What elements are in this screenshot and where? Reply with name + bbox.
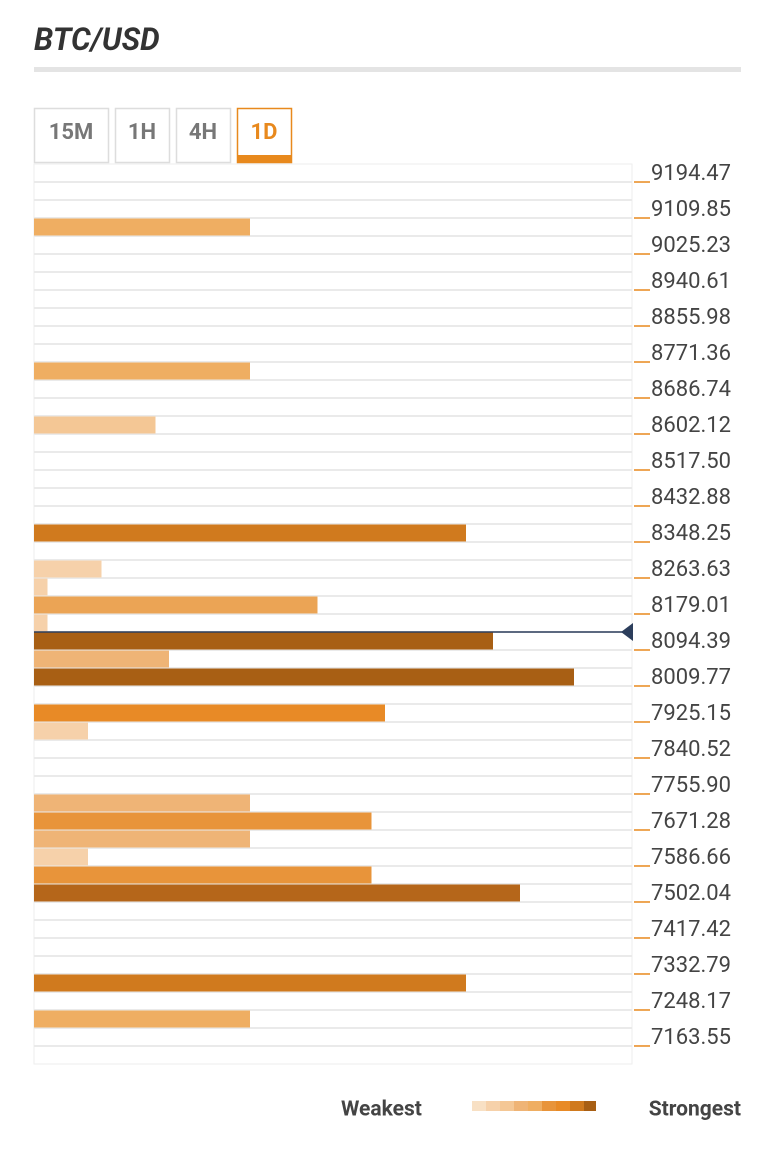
bar: [34, 560, 102, 578]
y-tick-label: 7332.79: [651, 953, 731, 978]
y-tick-label: 8432.88: [651, 485, 731, 510]
y-tick-label: 8179.01: [651, 593, 731, 618]
tab-label: 4H: [189, 120, 217, 145]
bar: [34, 830, 250, 848]
bar: [34, 974, 466, 992]
bar: [34, 650, 169, 668]
bar: [34, 1010, 250, 1028]
legend-strongest: Strongest: [649, 1098, 741, 1122]
y-tick-label: 8855.98: [651, 305, 731, 330]
legend-weakest: Weakest: [341, 1098, 422, 1122]
tab[interactable]: 4H: [175, 107, 232, 164]
tab-box: [33, 107, 110, 164]
y-tick-label: 7248.17: [651, 989, 731, 1014]
y-tick-label: 7925.15: [651, 701, 731, 726]
tab-box: [175, 107, 232, 164]
y-tick-label: 8094.39: [651, 629, 731, 654]
y-tick-label: 8602.12: [651, 413, 731, 438]
bar: [34, 362, 250, 380]
tab-box: [236, 107, 293, 164]
y-tick-label: 8940.61: [651, 269, 731, 294]
bar: [34, 416, 156, 434]
tab-label: 1D: [251, 120, 278, 145]
y-tick-label: 7502.04: [651, 881, 731, 906]
tab-underline: [237, 155, 292, 162]
bar: [34, 848, 88, 866]
bar: [34, 722, 88, 740]
bar: [34, 632, 493, 650]
bar: [34, 866, 372, 884]
y-tick-label: 8348.25: [651, 521, 731, 546]
title-rule: [34, 67, 741, 72]
tab-box: [114, 107, 171, 164]
tab-label: 1H: [128, 120, 156, 145]
y-tick-label: 7755.90: [651, 773, 731, 798]
tab-label: 15M: [49, 120, 94, 145]
y-tick-label: 7671.28: [651, 809, 731, 834]
bar: [34, 596, 318, 614]
y-tick-label: 8517.50: [651, 449, 731, 474]
y-tick-label: 8009.77: [651, 665, 731, 690]
bar: [34, 614, 48, 632]
y-tick-label: 7840.52: [651, 737, 731, 762]
y-tick-label: 9025.23: [651, 233, 731, 258]
bar: [34, 218, 250, 236]
tab[interactable]: 15M: [33, 107, 110, 164]
legend-gradient: [472, 1101, 596, 1111]
y-tick-label: 7586.66: [651, 845, 731, 870]
bar: [34, 524, 466, 542]
bar: [34, 578, 48, 596]
y-tick-label: 7163.55: [651, 1025, 731, 1050]
y-tick-label: 7417.42: [651, 917, 731, 942]
chart-title: BTC/USD: [34, 21, 160, 58]
y-tick-label: 8263.63: [651, 557, 731, 582]
bar: [34, 668, 574, 686]
bar: [34, 794, 250, 812]
y-tick-label: 9109.85: [651, 197, 731, 222]
bar: [34, 704, 385, 722]
bar: [34, 884, 520, 902]
y-tick-label: 8771.36: [651, 341, 731, 366]
y-tick-label: 8686.74: [651, 377, 731, 402]
tab[interactable]: 1D: [236, 107, 293, 164]
current-price-marker: [621, 622, 633, 641]
tab[interactable]: 1H: [114, 107, 171, 164]
y-tick-label: 9194.47: [651, 161, 731, 186]
bar: [34, 812, 372, 830]
